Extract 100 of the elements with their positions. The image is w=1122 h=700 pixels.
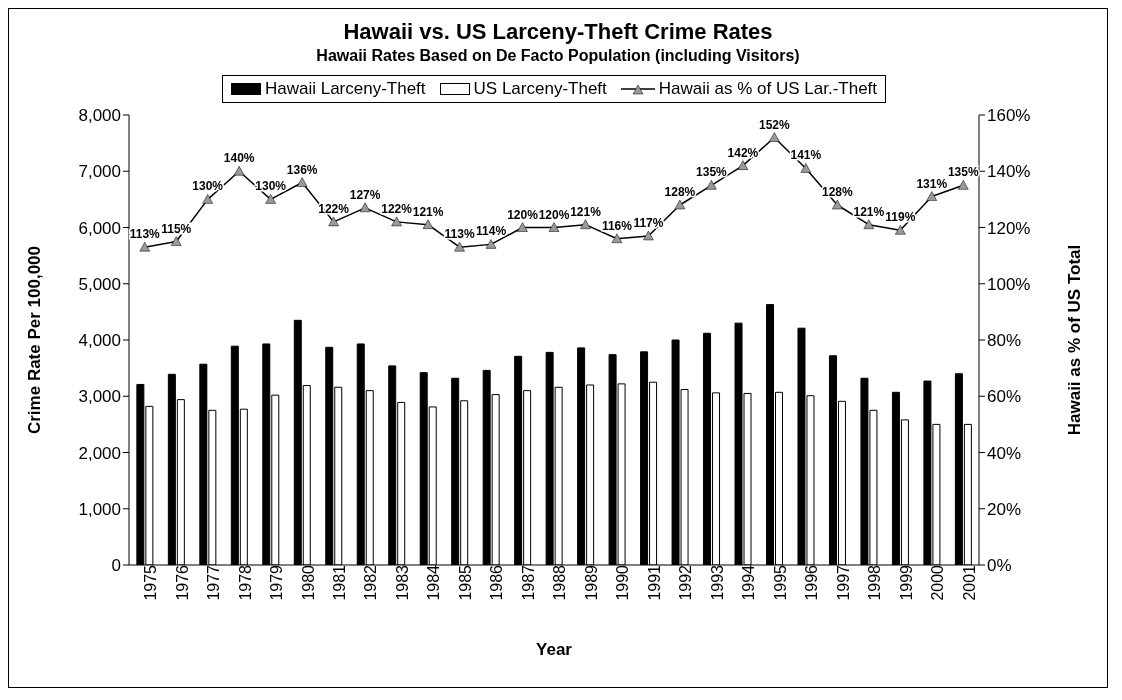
point (611, 233, 623, 243)
legend-label: Hawaii as % of US Lar.-Theft (658, 79, 878, 99)
point (706, 180, 717, 190)
data-label: 121% (412, 204, 444, 219)
x-tick-label: 1996 (803, 564, 821, 601)
point (139, 241, 150, 252)
x-tick-label: 1999 (897, 564, 915, 601)
y-tick-label: 5,000 (78, 274, 121, 294)
x-tick-label: 1995 (771, 564, 789, 601)
x-tick-label: 1978 (236, 564, 254, 601)
y-tick-label: 7,000 (78, 162, 121, 182)
x-tick-label: 2000 (929, 564, 947, 601)
x-tick-label: 1993 (708, 564, 726, 601)
x-tick-label: 1982 (362, 564, 380, 601)
y2-tick-label: 140% (987, 162, 1031, 182)
x-tick-label: 1991 (645, 564, 663, 601)
x-tick-label: 1984 (425, 564, 443, 601)
y-tick-label: 4,000 (78, 331, 121, 351)
data-label: 120% (538, 207, 570, 222)
point (674, 199, 686, 210)
y2-tick-label: 80% (987, 331, 1022, 351)
x-tick-label: 1985 (456, 564, 474, 601)
y2-axis-title: Hawaii as % of US Total (1065, 244, 1085, 436)
x-tick-label: 1986 (488, 564, 506, 601)
data-label: 140% (223, 151, 255, 166)
data-label: 130% (192, 179, 224, 194)
point (958, 180, 969, 190)
point (170, 236, 182, 246)
point (202, 194, 213, 204)
y-tick-label: 3,000 (78, 387, 121, 407)
legend-label: US Larceny-Theft (473, 79, 607, 99)
data-label: 120% (507, 207, 539, 222)
y2-tick-label: 0% (987, 556, 1012, 576)
y2-tick-label: 160% (987, 106, 1031, 126)
point (863, 219, 875, 229)
chart-title: Hawaii vs. US Larceny-Theft Crime Rates (342, 19, 774, 45)
y-tick-label: 0 (111, 556, 121, 576)
point (800, 163, 812, 173)
point (485, 239, 497, 249)
chart-subtitle: Hawaii Rates Based on De Facto Population (including Visitors) (315, 47, 801, 65)
data-label: 116% (601, 218, 633, 233)
point (328, 216, 339, 227)
point (233, 166, 245, 176)
data-label: 135% (947, 165, 979, 180)
x-tick-label: 1987 (519, 564, 537, 601)
x-tick-label: 1976 (173, 564, 191, 601)
x-tick-label: 1988 (551, 564, 569, 601)
point (391, 216, 402, 227)
y-axis-title: Crime Rate Per 100,000 (25, 245, 45, 435)
data-label: 121% (853, 204, 885, 219)
point (296, 177, 308, 187)
data-label: 130% (255, 179, 287, 194)
x-tick-label: 1980 (299, 564, 317, 601)
point (737, 160, 749, 170)
point (422, 219, 434, 229)
point (265, 194, 276, 204)
x-tick-label: 1977 (205, 564, 223, 601)
data-label: 114% (476, 224, 507, 239)
x-tick-label: 1975 (142, 564, 160, 601)
point (580, 219, 591, 229)
point (359, 202, 371, 213)
data-label: 131% (916, 176, 948, 191)
y-tick-label: 1,000 (78, 499, 121, 519)
data-label: 113% (129, 227, 161, 242)
x-tick-label: 1979 (268, 564, 286, 601)
point (548, 222, 560, 232)
data-label: 135% (696, 165, 728, 180)
point (517, 222, 528, 232)
data-label: 121% (570, 204, 602, 219)
x-tick-label: 1992 (677, 564, 695, 601)
data-label: 152% (759, 117, 791, 132)
x-axis-title: Year (536, 640, 573, 659)
x-tick-label: 1994 (740, 564, 758, 601)
data-label: 117% (633, 215, 664, 230)
data-label: 127% (349, 187, 381, 202)
point (895, 225, 906, 235)
legend-label: Hawaii Larceny-Theft (264, 79, 426, 99)
x-tick-label: 1998 (866, 564, 884, 601)
x-tick-label: 1990 (614, 564, 632, 601)
x-tick-label: 1997 (834, 564, 852, 601)
data-label: 136% (286, 162, 318, 177)
x-tick-label: 1983 (393, 564, 411, 601)
x-tick-label: 1989 (582, 564, 600, 601)
point (454, 241, 465, 252)
y-tick-label: 2,000 (78, 443, 121, 463)
data-label: 113% (444, 227, 475, 242)
x-tick-label: 2001 (960, 564, 978, 601)
y-tick-label: 6,000 (78, 218, 121, 238)
x-tick-label: 1981 (330, 564, 348, 601)
point (643, 230, 654, 241)
data-label: 122% (381, 201, 413, 216)
point (769, 132, 780, 142)
y2-tick-label: 20% (987, 499, 1022, 519)
point (926, 191, 938, 201)
data-label: 142% (727, 145, 759, 160)
point (832, 199, 843, 210)
data-label: 128% (664, 185, 696, 199)
y-tick-label: 8,000 (78, 106, 121, 126)
y2-tick-label: 120% (987, 218, 1031, 238)
y2-tick-label: 40% (987, 443, 1022, 463)
